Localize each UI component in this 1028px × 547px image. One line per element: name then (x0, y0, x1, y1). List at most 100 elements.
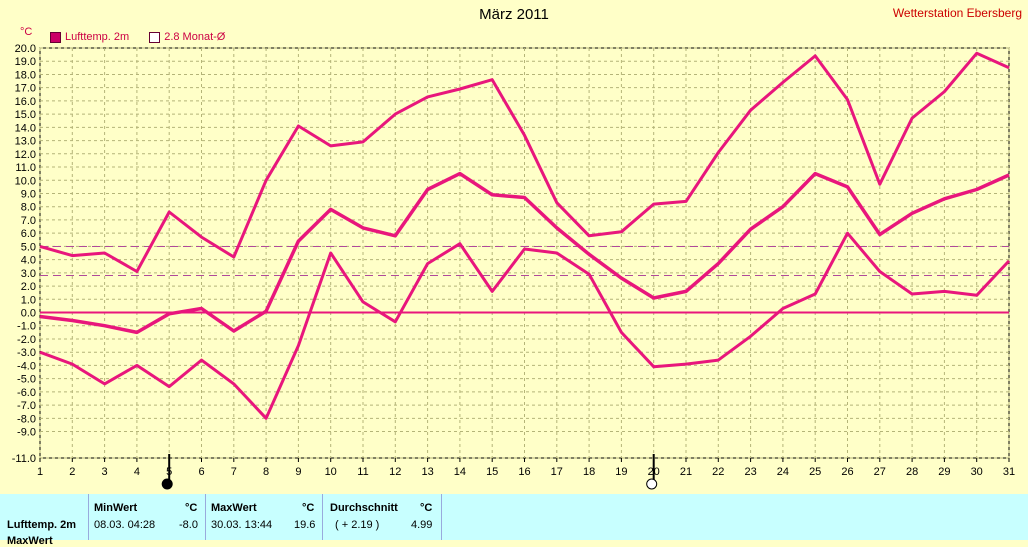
y-tick-label: 1.0 (21, 294, 36, 306)
x-tick-label: 15 (486, 466, 498, 478)
table-row-label: Lufttemp. 2m (7, 519, 77, 531)
y-tick-label: -3.0 (17, 347, 36, 359)
x-tick-label: 11 (357, 466, 368, 478)
x-tick-label: 14 (454, 466, 466, 478)
x-tick-label: 9 (295, 466, 301, 478)
min-datetime: 08.03. 04:28 (94, 519, 156, 531)
max-value: 19.6 (294, 519, 316, 531)
series-line-mean (39, 171, 1010, 335)
legend-item-mean: 2.8 Monat-Ø (149, 31, 225, 43)
chart-legend: Lufttemp. 2m 2.8 Monat-Ø (50, 31, 225, 43)
y-tick-label: 10.0 (15, 175, 36, 187)
y-tick-label: 15.0 (15, 109, 36, 121)
y-tick-label: 0.0 (21, 308, 36, 320)
x-axis-ticks: 1234567891011121314151617181920212223242… (37, 458, 1015, 478)
new-moon-icon (161, 478, 173, 490)
x-tick-label: 10 (325, 466, 337, 478)
y-tick-label: 12.0 (15, 149, 36, 161)
reference-lines (40, 246, 1009, 314)
y-tick-label: -1.0 (17, 321, 36, 333)
y-tick-label: 20.0 (15, 43, 36, 55)
min-header: MinWert (94, 502, 138, 514)
x-tick-label: 7 (231, 466, 237, 478)
y-tick-label: -5.0 (17, 374, 36, 386)
y-axis-unit: °C (20, 26, 33, 38)
min-unit-header: °C (185, 502, 198, 514)
legend-series-label: Lufttemp. 2m (65, 31, 130, 43)
x-tick-label: 26 (841, 466, 853, 478)
x-tick-label: 23 (744, 466, 756, 478)
avg-unit-header: °C (420, 502, 433, 514)
x-tick-label: 2 (69, 466, 75, 478)
y-tick-label: 11.0 (15, 162, 36, 174)
x-tick-label: 31 (1003, 466, 1015, 478)
series-lines (39, 51, 1011, 420)
x-tick-label: 18 (583, 466, 595, 478)
series-line-max (39, 51, 1010, 273)
x-tick-label: 1 (37, 466, 43, 478)
y-tick-label: -8.0 (17, 413, 36, 425)
x-tick-label: 3 (102, 466, 108, 478)
x-tick-label: 17 (551, 466, 563, 478)
x-tick-label: 16 (518, 466, 530, 478)
y-tick-label: 7.0 (21, 215, 36, 227)
legend-item-series: Lufttemp. 2m (50, 31, 129, 43)
x-tick-label: 27 (874, 466, 886, 478)
x-tick-label: 6 (198, 466, 204, 478)
y-tick-label: -6.0 (17, 387, 36, 399)
avg-delta: ( + 2.19 ) (335, 519, 380, 531)
y-tick-label: 9.0 (21, 188, 36, 200)
full-moon-icon (646, 478, 658, 490)
y-tick-label: 18.0 (15, 69, 36, 81)
y-tick-label: 5.0 (21, 241, 36, 253)
x-tick-label: 30 (971, 466, 983, 478)
x-tick-label: 22 (712, 466, 724, 478)
x-tick-label: 24 (777, 466, 789, 478)
y-tick-label: 19.0 (15, 56, 36, 68)
legend-swatch-filled (50, 31, 61, 43)
y-tick-label: 17.0 (15, 83, 36, 95)
y-tick-label: -11.0 (12, 453, 36, 465)
table-row-label-2: MaxWert (7, 535, 53, 547)
legend-mean-label: 2.8 Monat-Ø (164, 31, 226, 43)
y-axis-ticks: 20.019.018.0 17.016.015.014.0 13.012.011.0… (12, 43, 36, 465)
x-tick-label: 4 (134, 466, 140, 478)
y-tick-label: 8.0 (21, 202, 36, 214)
x-tick-label: 19 (615, 466, 627, 478)
table-label-column: Lufttemp. 2m MaxWert (0, 494, 89, 547)
max-unit-header: °C (302, 502, 315, 514)
chart-title: März 2011 (479, 6, 549, 23)
x-tick-label: 21 (680, 466, 692, 478)
station-name: Wetterstation Ebersberg (892, 6, 1022, 20)
table-avg-column: Durchschnitt °C ( + 2.19 ) 4.99 (323, 494, 442, 540)
y-tick-label: 3.0 (21, 268, 36, 280)
min-value: -8.0 (179, 519, 198, 531)
y-tick-label: -4.0 (17, 360, 36, 372)
legend-swatch-empty (149, 31, 161, 43)
max-datetime: 30.03. 13:44 (211, 519, 273, 531)
table-max-column: MaxWert °C 30.03. 13:44 19.6 (206, 494, 323, 540)
x-tick-label: 8 (263, 466, 269, 478)
summary-table: Lufttemp. 2m MaxWert MinWert °C 08.03. 0… (0, 494, 1028, 547)
x-tick-label: 13 (421, 466, 433, 478)
temperature-chart: 20.019.018.017.016.015.014.013.012.011.0… (12, 43, 1015, 490)
avg-value: 4.99 (411, 519, 433, 531)
y-tick-label: 4.0 (21, 255, 36, 267)
series-line-min (39, 231, 1011, 420)
y-tick-label: 2.0 (21, 281, 36, 293)
y-tick-label: 16.0 (15, 96, 36, 108)
x-tick-label: 29 (938, 466, 950, 478)
x-tick-label: 12 (389, 466, 401, 478)
table-min-column: MinWert °C 08.03. 04:28 -8.0 (89, 494, 206, 540)
moon-phase-markers (161, 454, 658, 490)
y-tick-label: -7.0 (17, 400, 36, 412)
y-tick-label: 6.0 (21, 228, 36, 240)
y-tick-label: -9.0 (17, 427, 36, 439)
avg-header: Durchschnitt (330, 502, 398, 514)
x-tick-label: 28 (906, 466, 918, 478)
y-tick-label: 13.0 (15, 136, 36, 148)
y-tick-label: 14.0 (15, 122, 36, 134)
y-tick-label: -2.0 (17, 334, 36, 346)
max-header: MaxWert (211, 502, 257, 514)
x-tick-label: 25 (809, 466, 821, 478)
